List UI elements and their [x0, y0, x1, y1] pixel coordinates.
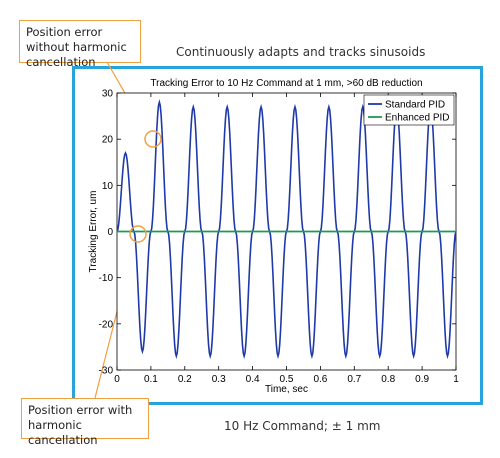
y-tick-label: 30	[102, 89, 114, 100]
x-tick-label: 0	[114, 374, 120, 385]
y-tick-label: 0	[107, 227, 113, 238]
x-tick-label: 0.5	[280, 374, 294, 385]
x-tick-label: 1	[453, 374, 459, 385]
legend-label: Enhanced PID	[385, 113, 450, 124]
axis-ticks: 0 0.1 0.2 0.3 0.4 0.5 0.6 0.7 0.8 0.9 1 30 20 10 0 -10 -…	[99, 89, 460, 386]
x-tick-label: 0.7	[347, 374, 361, 385]
x-tick-label: 0.4	[246, 374, 260, 385]
highlight-circles	[129, 130, 162, 243]
x-tick-label: 0.8	[381, 374, 395, 385]
legend-box	[363, 94, 455, 126]
x-tick-label: 0.6	[313, 374, 327, 385]
callout-with-cancellation-text: Position error with harmonic cancellatio…	[28, 403, 133, 447]
callout-without-cancellation-text: Position error without harmonic cancella…	[26, 25, 127, 69]
caption-bottom: 10 Hz Command; ± 1 mm	[224, 419, 381, 433]
x-tick-label: 0.1	[144, 374, 158, 385]
x-tick-label: 0.2	[178, 374, 192, 385]
series-group	[116, 99, 457, 360]
highlight-zero-circle	[129, 225, 147, 243]
y-tick-label: -10	[99, 273, 114, 284]
y-tick-label: 20	[102, 135, 114, 146]
callout-with-cancellation: Position error with harmonic cancellatio…	[21, 398, 149, 447]
chart-title: Tracking Error to 10 Hz Command at 1 mm,…	[150, 78, 422, 89]
chart-frame	[72, 66, 483, 405]
legend-label: Standard PID	[385, 100, 445, 111]
x-axis-label: Time, sec	[265, 384, 308, 395]
x-tick-label: 0.3	[212, 374, 226, 385]
y-tick-label: 10	[102, 181, 114, 192]
y-axis-label: Tracking Error, um	[88, 191, 99, 273]
y-tick-label: -30	[99, 366, 114, 377]
highlight-peak-circle	[144, 130, 162, 148]
callout-without-cancellation: Position error without harmonic cancella…	[19, 20, 141, 69]
legend: Standard PID Enhanced PID	[363, 94, 455, 126]
x-tick-label: 0.9	[415, 374, 429, 385]
caption-top: Continuously adapts and tracks sinusoids	[176, 45, 426, 59]
y-tick-label: -20	[99, 319, 114, 330]
